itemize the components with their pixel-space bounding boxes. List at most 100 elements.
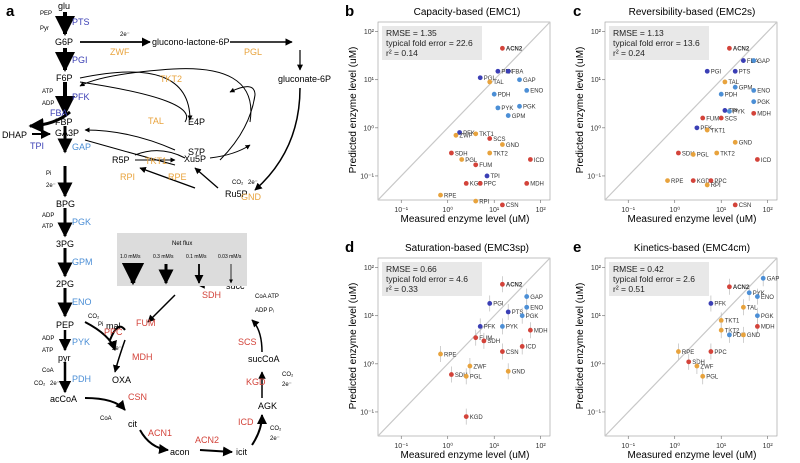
- data-point-label: GND: [506, 143, 520, 149]
- cofactor-co2-icd: CO₂: [270, 426, 282, 432]
- y-axis-label-b: Predicted enzyme level (uM): [348, 47, 359, 174]
- x-axis-label-c: Measured enzyme level (uM): [628, 214, 757, 225]
- data-point: [718, 327, 724, 333]
- data-point: [500, 324, 505, 329]
- data-point-label: PGL: [697, 153, 710, 159]
- data-point-label: GAP: [757, 59, 770, 65]
- data-point: [517, 103, 522, 109]
- data-point: [487, 301, 493, 306]
- y-axis-label-c: Predicted enzyme level (uM): [575, 47, 586, 174]
- data-point-label: KGD: [470, 182, 484, 188]
- enzyme-tal: TAL: [148, 116, 164, 126]
- stats-line: typical fold error = 13.6: [613, 38, 700, 48]
- data-point-label: PFK: [484, 325, 496, 331]
- data-point: [438, 351, 443, 357]
- data-point-label: FUM: [479, 163, 492, 169]
- data-point: [517, 77, 522, 83]
- data-point-label: RPE: [444, 193, 456, 199]
- data-point: [727, 332, 732, 338]
- data-point-label: ACN2: [506, 283, 523, 289]
- panel-letter-b: b: [345, 3, 354, 20]
- scatter-panel-c: Reversibility-based (EMC2s) Measured enz…: [575, 7, 778, 225]
- plot-title-c: Reversibility-based (EMC2s): [629, 7, 756, 18]
- cofactor-2e-pdh: 2e⁻: [50, 381, 60, 387]
- data-point: [527, 327, 533, 333]
- data-point: [505, 309, 511, 315]
- data-point-label: GAP: [523, 78, 536, 84]
- enzyme-rpe: RPE: [168, 172, 187, 182]
- data-point-label: ACN2: [733, 285, 750, 291]
- data-point: [690, 178, 696, 184]
- y-tick-label: 10⁰: [363, 124, 374, 132]
- data-point: [676, 150, 681, 156]
- data-point: [473, 131, 479, 137]
- data-point-label: SDH: [455, 373, 468, 379]
- cofactor-co2-ppc: CO₂: [88, 314, 100, 320]
- enzyme-icd: ICD: [238, 417, 254, 427]
- flux-legend-label-3: 0.1 mM/s: [186, 254, 207, 260]
- data-point-label: FBA: [512, 70, 524, 76]
- enzyme-rpi: RPI: [120, 172, 135, 182]
- cofactor-2e-gap: 2e⁻: [46, 183, 56, 189]
- data-point-label: TAL: [728, 80, 739, 86]
- data-point-label: PGI: [493, 302, 504, 308]
- enzyme-tpi: TPI: [30, 141, 44, 151]
- cofactor-2e-mdh: 2e⁻: [112, 346, 122, 352]
- data-point-label: TKT1: [725, 319, 740, 325]
- plot-frame: [377, 257, 551, 437]
- enzyme-pgk: PGK: [72, 217, 91, 227]
- x-tick-label: 10⁰: [442, 206, 453, 214]
- data-point-label: MDH: [530, 182, 544, 188]
- data-point: [704, 182, 710, 188]
- data-point: [686, 359, 692, 365]
- data-point-label: CSN: [739, 203, 752, 209]
- data-point-label: PTS: [512, 310, 524, 316]
- flux-legend-label-2: 0.3 mM/s: [153, 254, 174, 260]
- enzyme-pyk: PYK: [72, 337, 90, 347]
- y-tick-label: 10¹: [591, 77, 602, 84]
- data-point-label: GPM: [512, 114, 526, 120]
- data-point: [732, 84, 738, 90]
- enzyme-gap: GAP: [72, 142, 91, 152]
- pathway-map: glu G6P F6P FBP DHAP GA3P BPG 3PG 2PG PE…: [2, 1, 331, 457]
- data-point-label: ACN2: [506, 47, 523, 53]
- data-point: [487, 150, 493, 156]
- enzyme-pdh: PDH: [72, 374, 91, 384]
- data-point: [438, 192, 443, 198]
- data-point: [676, 349, 681, 354]
- data-point: [505, 113, 511, 118]
- data-point: [704, 127, 710, 133]
- panel-letter-e: e: [573, 239, 581, 256]
- data-point-label: ZWF: [459, 134, 472, 140]
- y-tick-label: 10¹: [364, 313, 375, 320]
- data-point-label: PYK: [733, 110, 745, 116]
- data-point: [473, 335, 479, 341]
- metabolite-ga3p: GA3P: [55, 128, 79, 138]
- data-point-label: ICD: [761, 158, 772, 164]
- data-point: [751, 99, 757, 105]
- data-point-label: SCS: [493, 137, 505, 143]
- data-point: [487, 79, 493, 85]
- y-tick-label: 10¹: [591, 313, 602, 320]
- data-point-label: PDH: [733, 333, 746, 339]
- metabolite-cit: cit: [128, 419, 137, 429]
- data-point: [690, 152, 696, 157]
- data-point-label: KGD: [697, 179, 711, 185]
- panel-letter-a: a: [6, 3, 15, 20]
- data-point: [519, 344, 525, 349]
- data-point: [453, 132, 459, 138]
- data-point: [751, 58, 757, 63]
- enzyme-ppc: PPC: [104, 327, 123, 337]
- metabolite-xu5p: Xu5P: [184, 154, 206, 164]
- data-point-label: PGI: [711, 70, 722, 76]
- scatter-panel-e: Kinetics-based (EMC4cm) Measured enzyme …: [575, 243, 779, 461]
- enzyme-gpm: GPM: [72, 257, 93, 267]
- data-point: [754, 324, 760, 329]
- enzyme-pfk: PFK: [72, 92, 90, 102]
- data-point-label: SCS: [725, 116, 737, 122]
- data-point-label: PYK: [501, 106, 513, 112]
- metabolite-icit: icit: [236, 447, 247, 457]
- stats-line: typical fold error = 22.6: [386, 38, 473, 48]
- metabolite-3pg: 3PG: [56, 239, 74, 249]
- metabolite-acon: acon: [170, 447, 190, 457]
